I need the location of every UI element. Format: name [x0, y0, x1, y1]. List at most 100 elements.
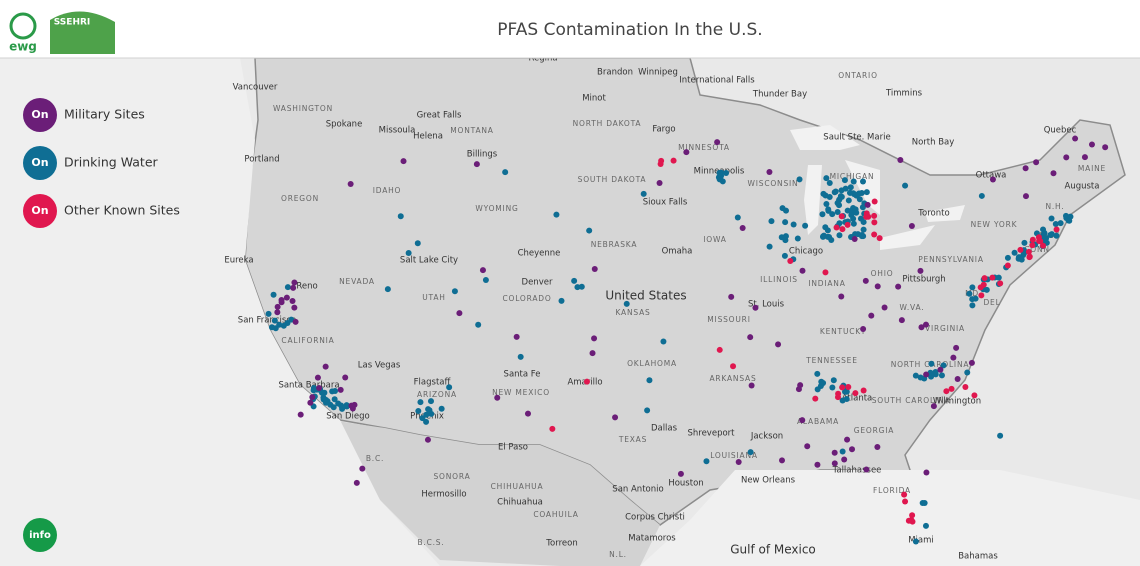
map-label: Hermosillo [421, 490, 466, 500]
site-dot [397, 213, 404, 220]
legend-toggle[interactable] [23, 146, 57, 180]
site-dot [795, 386, 802, 393]
legend-label: Military Sites [64, 107, 145, 122]
site-dot [1057, 220, 1064, 227]
site-dot [834, 209, 841, 216]
site-dot [829, 384, 836, 391]
site-dot [796, 176, 803, 183]
site-dot [820, 190, 827, 197]
site-dot [321, 389, 328, 396]
site-dot [349, 402, 356, 409]
site-dot [1067, 213, 1074, 220]
map-label: OREGON [281, 194, 319, 203]
site-dot [812, 395, 819, 402]
map-label: B.C. [366, 454, 384, 463]
legend-toggle[interactable] [23, 98, 57, 132]
site-dot [479, 267, 486, 274]
map-label: N.L. [609, 550, 627, 559]
site-dot [871, 231, 878, 238]
site-dot [415, 408, 422, 415]
map-label: Winnipeg [638, 68, 678, 78]
site-dot [747, 334, 754, 341]
site-dot [482, 276, 489, 283]
site-dot [524, 410, 531, 417]
site-dot [400, 158, 407, 165]
site-dot [1048, 215, 1055, 222]
site-dot [768, 218, 775, 225]
site-dot [909, 512, 916, 519]
map-label: Vancouver [233, 83, 278, 93]
map-label: Portland [244, 155, 279, 165]
pacific [0, 58, 440, 566]
site-dot [845, 383, 852, 390]
map-label: MONTANA [450, 126, 494, 135]
site-dot [902, 182, 909, 189]
site-dot [778, 457, 785, 464]
site-dot [723, 170, 730, 177]
site-dot [657, 161, 664, 168]
map-label: GEORGIA [854, 426, 894, 435]
site-dot [964, 369, 971, 376]
map-label: KENTUCKY [820, 327, 866, 336]
site-dot [735, 459, 742, 466]
site-dot [845, 197, 852, 204]
site-dot [871, 212, 878, 219]
site-dot [502, 169, 509, 176]
legend-toggle[interactable] [23, 194, 57, 228]
map-label: TENNESSEE [805, 356, 857, 365]
site-dot [278, 296, 285, 303]
site-dot [274, 309, 281, 316]
site-dot [814, 386, 821, 393]
legend-toggle-label[interactable]: On [31, 108, 48, 121]
map-label: ALABAMA [797, 417, 839, 426]
map-label: Eureka [224, 256, 253, 266]
site-dot [1025, 248, 1032, 255]
site-dot [591, 335, 598, 342]
info-button-label[interactable]: info [29, 530, 51, 541]
map-label: Shreveport [687, 429, 735, 439]
site-dot [824, 233, 831, 240]
great-lakes [790, 125, 965, 250]
site-dot [677, 470, 684, 477]
map-label: KANSAS [615, 308, 650, 317]
legend-toggle-label[interactable]: On [31, 204, 48, 217]
site-dot [847, 184, 854, 191]
site-dot [799, 267, 806, 274]
site-dot [1021, 239, 1028, 246]
site-dot [291, 279, 298, 286]
site-dot [864, 201, 871, 208]
site-dot [905, 517, 912, 524]
map-label: WASHINGTON [273, 104, 333, 113]
site-dot [834, 394, 841, 401]
site-dot [844, 436, 851, 443]
site-dot [438, 405, 445, 412]
site-dot [895, 283, 902, 290]
site-dot [320, 394, 327, 401]
site-dot [283, 294, 290, 301]
map-label: SOUTH CAROLINA [872, 396, 951, 405]
site-dot [922, 522, 929, 529]
site-dot [446, 384, 453, 391]
site-dot [829, 211, 836, 218]
site-dot [822, 269, 829, 276]
site-dot [871, 219, 878, 226]
site-dot [728, 293, 735, 300]
map-label: W.VA. [900, 303, 925, 312]
legend-toggle-label[interactable]: On [31, 156, 48, 169]
site-dot [335, 400, 342, 407]
site-dot [730, 363, 737, 370]
site-dot [831, 449, 838, 456]
site-dot [868, 312, 875, 319]
site-dot [456, 310, 463, 317]
site-dot [322, 363, 329, 370]
site-dot [843, 388, 850, 395]
map-label: FLORIDA [873, 486, 911, 495]
site-dot [917, 267, 924, 274]
map-label: Miami [908, 536, 934, 546]
info-button[interactable] [23, 518, 57, 552]
site-dot [752, 304, 759, 311]
site-dot [747, 449, 754, 456]
site-dot [717, 174, 724, 181]
site-dot [343, 402, 350, 409]
map-label: Atlanta [842, 394, 873, 404]
